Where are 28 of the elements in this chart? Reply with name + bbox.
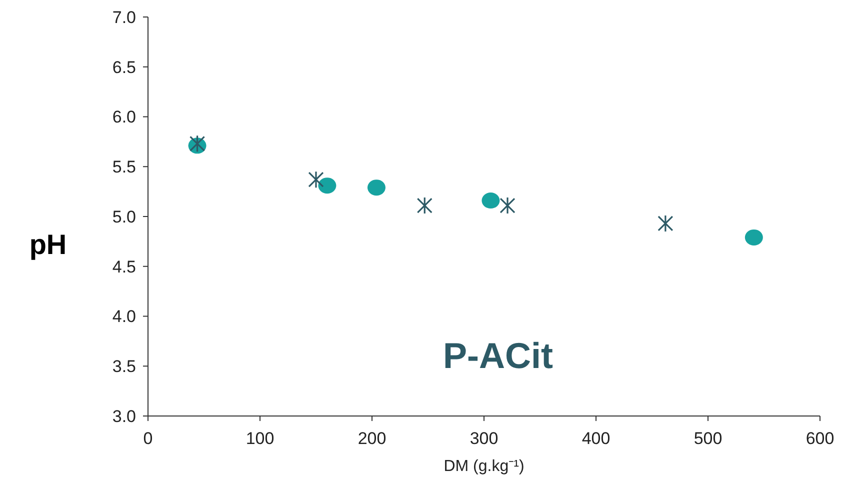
x-tick-label: 500 — [694, 429, 722, 448]
point — [482, 192, 500, 209]
annotation: P-ACit — [443, 335, 553, 376]
y-tick-label: 4.0 — [112, 307, 136, 326]
y-axis-title: pH — [29, 229, 67, 260]
x-tick-label: 600 — [806, 429, 834, 448]
point — [658, 214, 674, 232]
point — [308, 170, 324, 188]
y-tick-label: 7.0 — [112, 8, 136, 27]
y-tick-label: 3.5 — [112, 357, 136, 376]
x-tick-label: 0 — [143, 429, 153, 448]
point — [500, 196, 516, 214]
y-tick-label: 5.5 — [112, 158, 136, 177]
y-tick-label: 5.0 — [112, 207, 136, 226]
x-tick-label: 200 — [358, 429, 386, 448]
y-tick-label: 3.0 — [112, 406, 136, 426]
y-tick-label: 4.5 — [112, 257, 136, 276]
x-axis-title: DM (g.kg⁻¹) — [444, 458, 524, 475]
point — [744, 229, 763, 246]
point — [318, 178, 336, 194]
point — [189, 134, 206, 152]
point — [367, 180, 386, 196]
y-tick-label: 6.5 — [112, 58, 136, 77]
x-tick-label: 100 — [246, 429, 274, 448]
point — [416, 196, 432, 214]
x-tick-label: 400 — [582, 429, 610, 448]
y-tick-label: 6.0 — [112, 108, 136, 127]
x-tick-label: 300 — [470, 429, 498, 448]
